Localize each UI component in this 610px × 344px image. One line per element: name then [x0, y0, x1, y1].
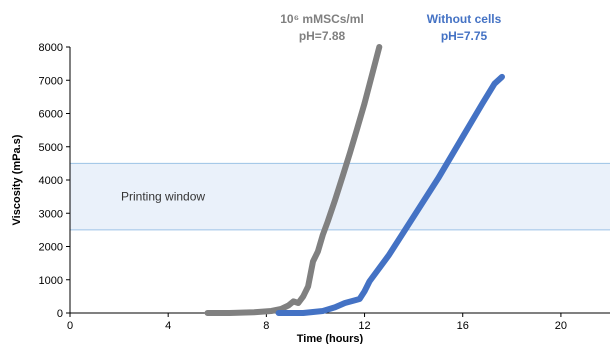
annotation-with-cells-line: 10⁶ mMSCs/ml [280, 12, 364, 26]
axes: 0 1000 2000 3000 4000 5000 6000 7000 8000 0 4 8 12 16… [39, 42, 610, 332]
annotation-without-cells-line: Without cells [427, 12, 502, 26]
annotation-without-cells-line: pH=7.75 [441, 29, 488, 43]
y-axis-title: Viscosity (mPa.s) [11, 134, 23, 225]
x-tick-label: 20 [555, 320, 567, 332]
y-tick-label: 2000 [39, 242, 63, 254]
y-tick-label: 7000 [39, 75, 63, 87]
y-tick-label: 3000 [39, 208, 63, 220]
series-line-with-cells [204, 44, 383, 316]
printing-window-band: Printing window [70, 162, 610, 231]
x-axis-title: Time (hours) [297, 333, 364, 344]
y-tick-label: 6000 [39, 109, 63, 121]
annotation-with-cells-line: pH=7.88 [299, 29, 346, 43]
y-tick-label: 5000 [39, 142, 63, 154]
printing-window-label: Printing window [121, 190, 205, 204]
series-line-without-cells [275, 73, 505, 316]
x-tick-label: 16 [457, 320, 469, 332]
series [204, 44, 505, 316]
x-tick-label: 12 [358, 320, 370, 332]
printing-window-rect [70, 163, 610, 230]
x-tick-label: 0 [67, 320, 73, 332]
x-tick-label: 4 [165, 320, 171, 332]
annotations: 10⁶ mMSCs/ml pH=7.88 Without cells pH=7.75 [280, 12, 501, 43]
x-tick-label: 8 [263, 320, 269, 332]
y-tick-label: 8000 [39, 42, 63, 54]
y-tick-label: 4000 [39, 175, 63, 187]
y-tick-label: 1000 [39, 275, 63, 287]
y-tick-label: 0 [57, 308, 63, 320]
